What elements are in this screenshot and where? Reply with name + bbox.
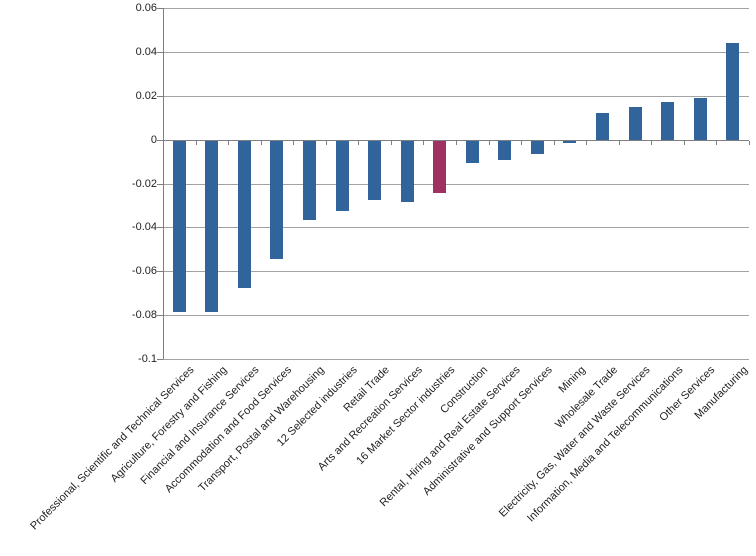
x-axis-tick [749, 140, 750, 145]
x-axis-tick [618, 140, 620, 145]
x-axis-tick [325, 140, 327, 145]
y-axis-tick-label: 0.06 [135, 2, 157, 14]
y-axis-tick-label: -0.06 [131, 265, 157, 278]
chart-bar [400, 140, 414, 203]
y-axis-tick [157, 8, 163, 9]
chart-bar [596, 113, 609, 140]
chart-bar [498, 140, 512, 161]
x-axis-line [163, 139, 749, 141]
y-axis-tick [157, 271, 163, 273]
x-axis-tick [423, 140, 425, 145]
x-axis-tick [521, 140, 523, 145]
x-axis-tick [195, 140, 197, 145]
chart-bar [661, 102, 675, 140]
x-axis-tick [716, 140, 718, 145]
chart-bar [563, 140, 577, 143]
y-axis-tick-label: -0.02 [131, 177, 157, 190]
x-axis-tick [488, 140, 490, 145]
gridline [163, 359, 749, 360]
x-axis-tick [260, 140, 262, 145]
gridline [163, 8, 749, 9]
x-axis-tick [651, 140, 653, 145]
x-axis-tick [456, 140, 457, 145]
y-axis-tick-label: -0.04 [131, 221, 157, 234]
chart-bar [237, 140, 251, 288]
gridline [163, 227, 749, 229]
x-axis-label: Electricity, Gas, Water and Waste Servic… [496, 364, 653, 520]
y-axis-tick-label: 0 [150, 133, 157, 146]
chart-bar [628, 106, 642, 140]
y-axis-tick [157, 95, 163, 97]
gridline [163, 95, 749, 97]
x-axis-tick [358, 140, 360, 145]
chart-bar [433, 140, 447, 194]
chart-bar [205, 140, 219, 312]
y-axis-tick-label: 0.04 [135, 45, 157, 58]
x-axis-tick [390, 140, 392, 145]
y-axis-tick [157, 359, 163, 360]
chart-bar [270, 140, 284, 260]
chart-bar [303, 140, 316, 220]
gridline [163, 183, 749, 185]
x-axis-tick [163, 140, 164, 145]
x-axis-tick [553, 140, 555, 145]
y-axis-tick [157, 51, 163, 53]
x-axis-tick [228, 140, 230, 145]
y-axis-tick [157, 315, 163, 317]
y-axis-tick-label: -0.1 [138, 353, 157, 365]
chart-bar [693, 97, 707, 140]
chart-bar [172, 140, 186, 312]
chart-bar [368, 140, 382, 200]
gridline [163, 51, 749, 53]
y-axis-tick-label: 0.02 [135, 89, 157, 102]
y-axis-tick [157, 183, 163, 185]
gridline [163, 271, 749, 273]
x-axis-tick [586, 140, 588, 145]
chart-bar [726, 43, 740, 140]
chart-bar [530, 140, 544, 154]
gridline [163, 315, 749, 317]
y-axis-tick-label: -0.08 [131, 309, 157, 322]
chart-bar [465, 140, 479, 163]
x-axis-tick [293, 140, 295, 145]
y-axis-tick [157, 139, 163, 141]
chart-bar [335, 140, 349, 211]
x-axis-tick [683, 140, 685, 145]
y-axis-line [163, 8, 164, 359]
y-axis-tick [157, 227, 163, 229]
